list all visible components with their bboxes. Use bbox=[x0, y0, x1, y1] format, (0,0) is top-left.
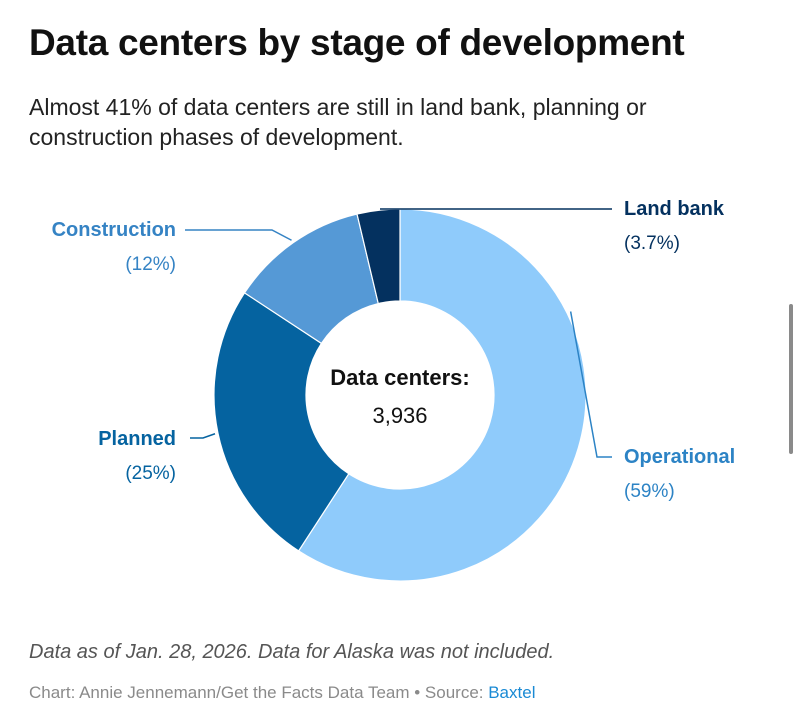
leader-line-operational bbox=[569, 311, 612, 458]
scrollbar[interactable] bbox=[789, 304, 793, 454]
slice-land-bank[interactable] bbox=[356, 208, 401, 305]
chart-subtitle: Almost 41% of data centers are still in … bbox=[29, 94, 647, 150]
leader-line-construction bbox=[185, 229, 292, 241]
credit-line: Chart: Annie Jennemann/Get the Facts Dat… bbox=[29, 683, 535, 703]
slice-label: Construction bbox=[52, 219, 176, 241]
slice-operational[interactable] bbox=[297, 208, 587, 582]
credit-text: Chart: Annie Jennemann/Get the Facts Dat… bbox=[29, 683, 489, 702]
data-note: Data as of Jan. 28, 2026. Data for Alask… bbox=[29, 641, 555, 663]
slice-label: Operational bbox=[624, 446, 735, 468]
slice-label: Land bank bbox=[624, 198, 725, 220]
source-link[interactable]: Baxtel bbox=[488, 683, 536, 702]
slice-percent-label: (3.7%) bbox=[624, 233, 680, 254]
center-label: Data centers: bbox=[330, 365, 469, 390]
slice-percent-label: (12%) bbox=[125, 254, 176, 275]
donut-chart: Operational (59%) Planned (25%) Construction… bbox=[52, 198, 735, 582]
slice-label: Planned bbox=[98, 428, 176, 450]
leader-line-planned bbox=[190, 433, 216, 439]
slice-percent-label: (25%) bbox=[125, 463, 176, 484]
slice-planned[interactable] bbox=[213, 292, 350, 552]
slice-percent-label: (59%) bbox=[624, 481, 675, 502]
center-value: 3,936 bbox=[372, 403, 427, 428]
chart-title: Data centers by stage of development bbox=[29, 22, 685, 63]
